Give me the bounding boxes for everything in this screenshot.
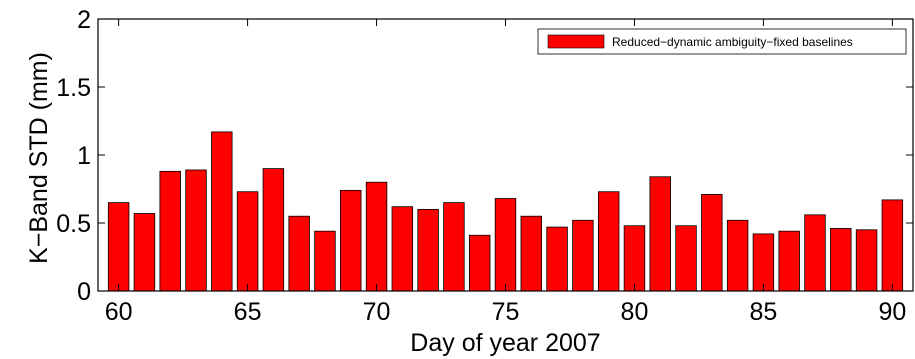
- bar-day-89: [855, 229, 878, 292]
- bar-day-61: [133, 213, 156, 292]
- bars-layer: [107, 131, 904, 292]
- bar-day-72: [417, 208, 439, 292]
- y-tick-label: 0: [77, 278, 91, 306]
- bar-day-65: [236, 191, 259, 292]
- bar-day-67: [288, 215, 310, 292]
- bar-day-68: [314, 230, 336, 292]
- legend: Reduced−dynamic ambiguity−fixed baseline…: [537, 28, 907, 55]
- bar-day-85: [752, 233, 775, 292]
- bar-day-79: [597, 191, 620, 292]
- bar-day-75: [494, 198, 517, 292]
- bar-day-86: [778, 230, 800, 292]
- bar-day-83: [701, 194, 723, 292]
- bar-day-74: [468, 234, 491, 292]
- x-tick-label: 70: [363, 298, 391, 326]
- bar-day-81: [649, 176, 671, 292]
- x-axis-label: Day of year 2007: [410, 329, 600, 357]
- bar-day-76: [520, 215, 542, 292]
- bar-day-71: [391, 206, 414, 292]
- x-tick-label: 85: [750, 298, 778, 326]
- bar-day-64: [211, 131, 233, 292]
- bar-day-73: [443, 202, 465, 292]
- x-tick-label: 80: [621, 298, 649, 326]
- x-tick-label: 75: [492, 298, 520, 326]
- bar-day-63: [185, 169, 207, 292]
- bar-day-77: [546, 226, 568, 292]
- ticks-layer: 60 65 70 75 80 85 90 0 0.5 1 1.5 2: [56, 6, 913, 326]
- bar-day-60: [107, 202, 130, 292]
- y-tick-label: 1.5: [56, 74, 91, 102]
- legend-entry: Reduced−dynamic ambiguity−fixed baseline…: [612, 35, 853, 49]
- bar-day-84: [726, 219, 749, 292]
- y-tick-label: 2: [77, 6, 91, 34]
- y-tick-label: 1: [77, 142, 91, 170]
- bar-day-88: [830, 228, 852, 292]
- bar-day-78: [572, 219, 594, 292]
- y-tick-label: 0.5: [56, 210, 91, 238]
- bar-day-69: [340, 189, 362, 292]
- x-tick-label: 90: [878, 298, 906, 326]
- x-tick-label: 65: [234, 298, 262, 326]
- bar-day-66: [262, 168, 285, 292]
- legend-swatch: [547, 34, 605, 49]
- x-tick-label: 60: [105, 298, 133, 326]
- bar-day-80: [623, 225, 646, 292]
- bar-day-87: [804, 214, 826, 292]
- bar-day-70: [365, 181, 388, 292]
- bar-day-82: [675, 225, 697, 292]
- bar-day-62: [159, 170, 181, 292]
- y-axis-label: K−Band STD (mm): [25, 52, 53, 264]
- bar-day-90: [881, 199, 904, 292]
